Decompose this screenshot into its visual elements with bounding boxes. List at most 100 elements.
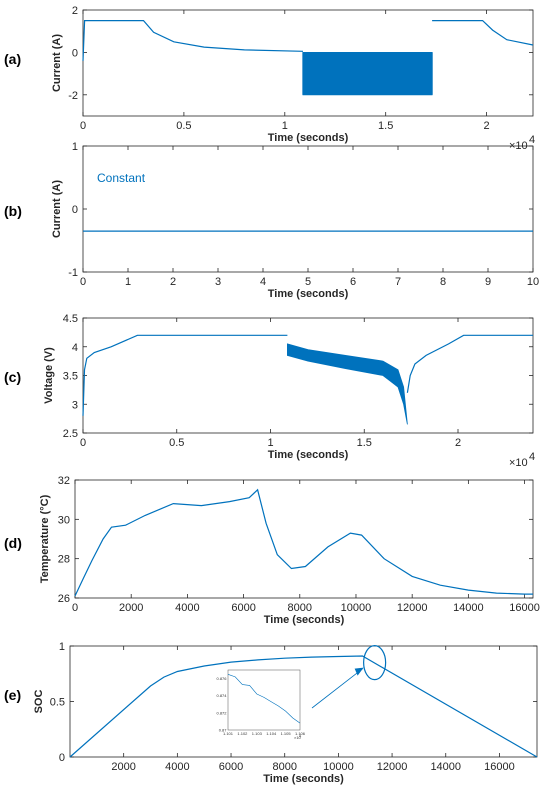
x-tick-label: 0 <box>80 276 86 288</box>
x-tick-label: 1.5 <box>357 437 372 449</box>
x-multiplier: ×10 <box>509 457 528 469</box>
panel-label: (b) <box>4 203 22 219</box>
x-tick-label: 12000 <box>377 761 408 773</box>
inset-x-tick-label: 1.104 <box>266 731 277 736</box>
inset-x-multiplier-exponent: 4 <box>299 733 302 738</box>
y-tick-label: 4 <box>72 342 78 354</box>
panel-label: (a) <box>4 51 21 67</box>
x-tick-label: 8 <box>440 276 446 288</box>
series-line-segment <box>74 488 533 597</box>
series-line-segment <box>82 20 304 61</box>
x-tick-label: 4000 <box>165 761 189 773</box>
zoom-highlight-circle <box>363 645 387 681</box>
panel-3: (c) 0 0.5 1 1.5 2 2.5 3 3.5 4 4.5 Time (seconds) Vol… <box>4 313 535 469</box>
x-tick-label: 2 <box>455 437 461 449</box>
axes-frame <box>82 145 534 273</box>
x-tick-label: 4000 <box>175 602 199 614</box>
zoom-arrow-line <box>311 668 363 709</box>
inset-x-tick-label: 1.102 <box>237 731 248 736</box>
panel-label: (c) <box>4 369 21 385</box>
inset-y-tick-label: 0.874 <box>216 693 227 698</box>
x-axis-label: Time (seconds) <box>263 773 344 785</box>
y-tick-label: 0 <box>72 204 78 216</box>
y-tick-label: 0 <box>59 752 65 764</box>
axes-frame <box>74 479 534 599</box>
y-tick-label: -2 <box>68 90 78 102</box>
x-tick-label: 1 <box>125 276 131 288</box>
panel-5: (e) 2000 4000 6000 8000 10000 12000 14000 16000 0… <box>4 641 538 785</box>
x-tick-label: 2000 <box>111 761 135 773</box>
x-tick-label: 9 <box>485 276 491 288</box>
y-tick-label: -1 <box>68 267 78 279</box>
inset-series-line <box>227 674 301 724</box>
axes-frame <box>82 9 534 117</box>
x-tick-label: 6000 <box>219 761 243 773</box>
x-axis-label: Time (seconds) <box>268 288 349 300</box>
x-tick-label: 7 <box>395 276 401 288</box>
x-tick-label: 3 <box>215 276 221 288</box>
pulse-band <box>287 343 408 425</box>
x-tick-label: 16000 <box>509 602 540 614</box>
y-axis-label: Current (A) <box>51 180 63 238</box>
y-tick-label: 30 <box>58 514 70 526</box>
x-tick-label: 2 <box>484 120 490 132</box>
y-axis-label: Current (A) <box>51 34 63 92</box>
x-tick-label: 8000 <box>272 761 296 773</box>
x-tick-label: 0.5 <box>169 437 184 449</box>
x-axis-label: Time (seconds) <box>264 614 345 626</box>
x-multiplier-exponent: 4 <box>529 134 535 146</box>
x-tick-label: 4 <box>260 276 266 288</box>
x-tick-label: 1 <box>267 437 273 449</box>
series-line-segment <box>432 20 534 46</box>
inset-x-tick-label: 1.105 <box>281 731 292 736</box>
annotation-label: Constant <box>97 171 146 185</box>
inset-x-tick-label: 1.106 <box>295 731 306 736</box>
inset-x-multiplier: ×10 <box>294 735 302 740</box>
series-line-segment <box>82 334 288 416</box>
x-tick-label: 10 <box>527 276 539 288</box>
x-tick-label: 0 <box>80 437 86 449</box>
y-tick-label: 2 <box>72 5 78 17</box>
x-tick-label: 6 <box>350 276 356 288</box>
y-tick-label: 3.5 <box>63 371 78 383</box>
x-multiplier-exponent: 4 <box>529 451 535 463</box>
x-tick-label: 14000 <box>430 761 461 773</box>
pulse-band <box>302 52 433 96</box>
y-tick-label: 26 <box>58 593 70 605</box>
x-tick-label: 2000 <box>119 602 143 614</box>
x-tick-label: 12000 <box>397 602 428 614</box>
y-tick-label: 2.5 <box>63 428 78 440</box>
y-tick-label: 0 <box>72 47 78 59</box>
x-tick-label: 6000 <box>231 602 255 614</box>
inset-y-tick-label: 0.87 <box>219 728 228 733</box>
panel-4: (d) 0 2000 4000 6000 8000 10000 12000 14000 16000… <box>4 475 540 626</box>
x-tick-label: 14000 <box>453 602 484 614</box>
x-tick-label: 0.5 <box>176 120 191 132</box>
x-tick-label: 10000 <box>323 761 354 773</box>
x-tick-label: 8000 <box>288 602 312 614</box>
y-axis-label: SOC <box>33 690 45 714</box>
y-tick-label: 0.5 <box>50 697 65 709</box>
x-tick-label: 0 <box>80 120 86 132</box>
inset-frame <box>227 669 301 731</box>
x-tick-label: 1 <box>282 120 288 132</box>
x-tick-label: 16000 <box>484 761 515 773</box>
x-tick-label: 5 <box>305 276 311 288</box>
y-tick-label: 32 <box>58 475 70 487</box>
x-tick-label: 2 <box>170 276 176 288</box>
y-axis-label: Temperature (°C) <box>39 494 51 583</box>
y-tick-label: 1 <box>72 141 78 153</box>
y-axis-label: Voltage (V) <box>43 347 55 404</box>
y-tick-label: 1 <box>59 641 65 653</box>
inset: 1.101 1.102 1.103 1.104 1.105 1.106 0.87 0.872 0… <box>216 669 306 740</box>
x-tick-label: 10000 <box>341 602 372 614</box>
zoom-arrow-head <box>354 667 364 676</box>
series-line-segment <box>69 655 538 758</box>
panel-1: (a) 0 0.5 1 1.5 2 -2 0 2 Time (seconds) Current (A… <box>4 5 535 152</box>
panel-label: (d) <box>4 535 22 551</box>
inset-x-tick-label: 1.103 <box>252 731 263 736</box>
inset-x-tick-label: 1.101 <box>223 731 234 736</box>
inset-y-tick-label: 0.876 <box>216 676 227 681</box>
